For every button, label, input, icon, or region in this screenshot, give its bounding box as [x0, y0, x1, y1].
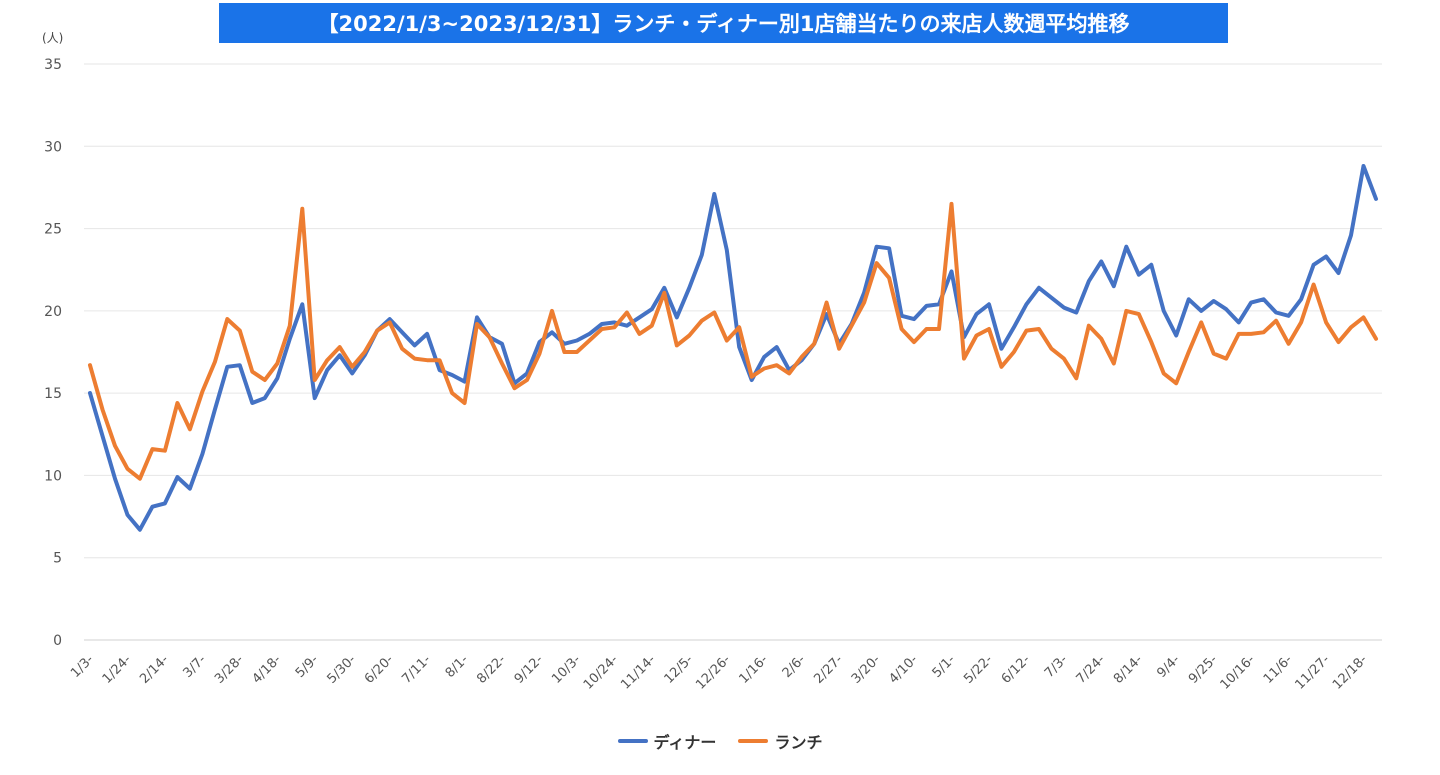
x-tick-label-2: 2/14-	[137, 652, 172, 687]
x-tick-label-15: 11/14-	[618, 652, 659, 693]
x-tick-label-3: 3/7-	[180, 652, 209, 681]
x-tick-label-21: 3/20-	[849, 652, 884, 687]
legend-label-dinner: ディナー	[653, 733, 717, 752]
x-tick-label-23: 5/1-	[930, 652, 959, 681]
x-tick-label-11: 8/22-	[474, 652, 509, 687]
x-tick-label-13: 10/3-	[549, 652, 584, 687]
x-tick-label-0: 1/3-	[68, 652, 97, 681]
y-axis-unit-label: (人)	[42, 31, 63, 45]
y-tick-label-30: 30	[44, 139, 62, 155]
x-tick-label-25: 6/12-	[999, 652, 1034, 687]
y-tick-label-25: 25	[44, 222, 62, 238]
x-tick-label-5: 4/18-	[250, 652, 285, 687]
x-tick-label-33: 11/27-	[1292, 652, 1333, 693]
y-tick-label-15: 15	[44, 386, 62, 402]
x-tick-label-17: 12/26-	[693, 652, 734, 693]
x-tick-label-18: 1/16-	[736, 652, 771, 687]
x-tick-label-27: 7/24-	[1074, 652, 1109, 687]
y-tick-label-5: 5	[53, 551, 62, 567]
legend-item-dinner: ディナー	[617, 729, 717, 753]
x-tick-label-26: 7/3-	[1042, 652, 1071, 681]
x-tick-label-24: 5/22-	[961, 652, 996, 687]
y-tick-label-0: 0	[53, 633, 62, 649]
x-axis-tick-labels: 1/3- 1/24- 2/14- 3/7- 3/28- 4/18- 5/9- 5/30- 6/2…	[68, 652, 1370, 693]
series-lines	[88, 164, 1378, 532]
y-axis-tick-labels: 0 5 10 15 20 25 30 35	[44, 57, 62, 649]
x-tick-label-1: 1/24-	[100, 652, 135, 687]
x-tick-label-16: 12/5-	[662, 652, 697, 687]
series-line-lunch	[88, 201, 1378, 481]
y-tick-label-20: 20	[44, 304, 62, 320]
legend-swatch-lunch	[738, 739, 769, 743]
x-tick-label-10: 8/1-	[443, 652, 472, 681]
legend: ディナー ランチ	[0, 729, 1440, 753]
x-tick-label-9: 7/11-	[399, 652, 434, 687]
x-tick-label-30: 9/25-	[1186, 652, 1221, 687]
x-tick-label-32: 11/6-	[1261, 652, 1296, 687]
series-line-dinner	[88, 164, 1378, 532]
x-tick-label-28: 8/14-	[1111, 652, 1146, 687]
x-tick-label-7: 5/30-	[324, 652, 359, 687]
chart-title: 【2022/1/3~2023/12/31】ランチ・ディナー別1店舗当たりの来店人…	[219, 3, 1228, 43]
x-tick-label-19: 2/6-	[780, 652, 809, 681]
y-tick-label-35: 35	[44, 57, 62, 73]
x-tick-label-6: 5/9-	[293, 652, 322, 681]
legend-item-lunch: ランチ	[738, 729, 822, 753]
legend-swatch-dinner	[617, 739, 648, 743]
x-tick-label-29: 9/4-	[1154, 652, 1183, 681]
x-tick-label-34: 12/18-	[1330, 652, 1371, 693]
x-tick-label-4: 3/28-	[212, 652, 247, 687]
x-tick-label-14: 10/24-	[581, 652, 622, 693]
y-tick-label-10: 10	[44, 468, 62, 484]
x-tick-label-12: 9/12-	[512, 652, 547, 687]
legend-label-lunch: ランチ	[774, 733, 823, 752]
x-tick-label-22: 4/10-	[886, 652, 921, 687]
x-tick-label-8: 6/20-	[362, 652, 397, 687]
x-tick-label-20: 2/27-	[811, 652, 846, 687]
x-tick-label-31: 10/16-	[1218, 652, 1259, 693]
